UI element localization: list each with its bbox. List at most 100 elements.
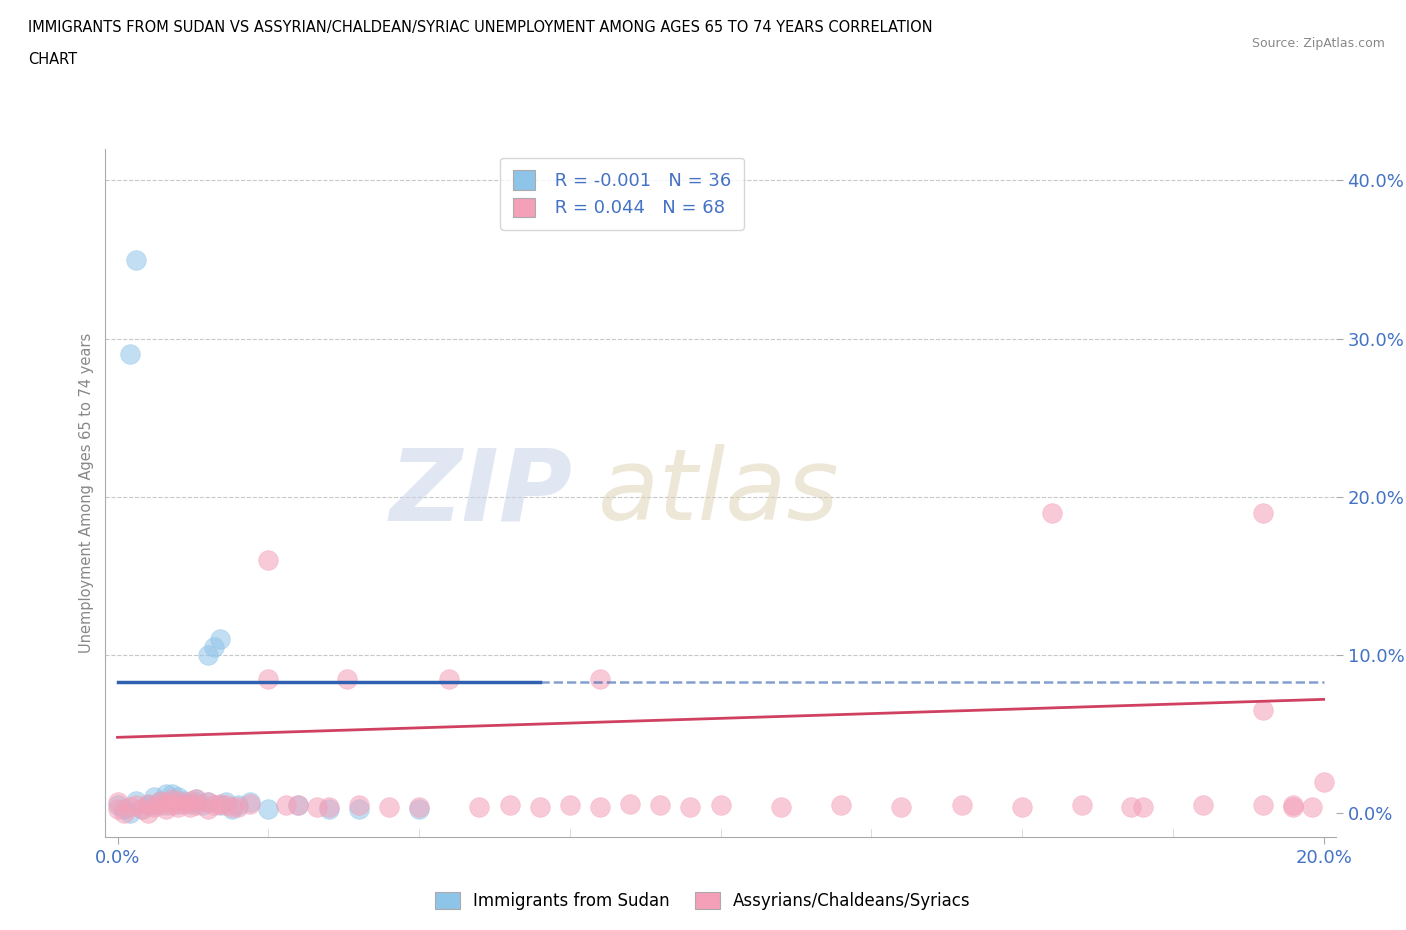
Point — [1071, 798, 1094, 813]
Point — [950, 798, 973, 813]
Point — [160, 787, 183, 802]
Point — [1301, 800, 1323, 815]
Point — [1312, 774, 1334, 789]
Point — [142, 800, 165, 815]
Point — [208, 796, 231, 811]
Point — [679, 800, 702, 815]
Point — [1282, 800, 1305, 815]
Point — [1253, 505, 1275, 520]
Point — [408, 800, 430, 815]
Point — [197, 795, 219, 810]
Point — [160, 791, 183, 806]
Point — [769, 800, 792, 815]
Text: Source: ZipAtlas.com: Source: ZipAtlas.com — [1251, 37, 1385, 50]
Point — [197, 795, 219, 810]
Point — [197, 801, 219, 816]
Point — [226, 798, 249, 813]
Point — [529, 800, 551, 815]
Point — [149, 795, 172, 810]
Point — [124, 252, 146, 267]
Point — [142, 798, 165, 813]
Point — [197, 647, 219, 662]
Point — [318, 801, 340, 816]
Point — [124, 798, 146, 813]
Point — [202, 798, 225, 813]
Point — [208, 798, 231, 813]
Point — [589, 671, 612, 686]
Point — [136, 798, 159, 813]
Point — [166, 793, 188, 808]
Point — [1253, 798, 1275, 813]
Point — [257, 671, 280, 686]
Point — [184, 791, 207, 806]
Point — [619, 796, 641, 811]
Point — [318, 800, 340, 815]
Point — [191, 798, 214, 813]
Point — [1011, 800, 1033, 815]
Point — [287, 798, 309, 813]
Point — [136, 796, 159, 811]
Point — [142, 790, 165, 804]
Point — [468, 800, 491, 815]
Point — [136, 805, 159, 820]
Point — [437, 671, 460, 686]
Point — [155, 801, 177, 816]
Point — [239, 795, 262, 810]
Point — [558, 798, 581, 813]
Point — [112, 805, 135, 820]
Point — [118, 805, 141, 820]
Point — [107, 798, 129, 813]
Point — [184, 795, 207, 810]
Point — [179, 800, 201, 815]
Point — [160, 798, 183, 813]
Point — [215, 798, 238, 813]
Point — [118, 800, 141, 815]
Point — [166, 790, 188, 804]
Point — [131, 801, 153, 816]
Point — [184, 791, 207, 806]
Text: ZIP: ZIP — [389, 445, 574, 541]
Point — [155, 795, 177, 810]
Point — [131, 801, 153, 816]
Text: IMMIGRANTS FROM SUDAN VS ASSYRIAN/CHALDEAN/SYRIAC UNEMPLOYMENT AMONG AGES 65 TO : IMMIGRANTS FROM SUDAN VS ASSYRIAN/CHALDE… — [28, 20, 932, 35]
Point — [155, 787, 177, 802]
Point — [276, 798, 298, 813]
Point — [257, 801, 280, 816]
Point — [650, 798, 672, 813]
Point — [179, 796, 201, 811]
Point — [709, 798, 731, 813]
Point — [208, 631, 231, 646]
Point — [215, 795, 238, 810]
Point — [378, 800, 401, 815]
Point — [107, 801, 129, 816]
Point — [1282, 798, 1305, 813]
Point — [118, 347, 141, 362]
Point — [226, 800, 249, 815]
Point — [1253, 703, 1275, 718]
Text: CHART: CHART — [28, 52, 77, 67]
Point — [107, 795, 129, 810]
Point — [149, 793, 172, 808]
Point — [221, 800, 243, 815]
Point — [184, 798, 207, 813]
Point — [1132, 800, 1154, 815]
Text: atlas: atlas — [598, 445, 839, 541]
Point — [305, 800, 328, 815]
Point — [155, 798, 177, 813]
Point — [257, 552, 280, 567]
Point — [112, 801, 135, 816]
Point — [336, 671, 359, 686]
Point — [149, 798, 172, 813]
Point — [166, 800, 188, 815]
Point — [173, 796, 195, 811]
Point — [1119, 800, 1142, 815]
Point — [179, 793, 201, 808]
Point — [124, 793, 146, 808]
Point — [347, 798, 370, 813]
Y-axis label: Unemployment Among Ages 65 to 74 years: Unemployment Among Ages 65 to 74 years — [79, 333, 94, 653]
Point — [498, 798, 520, 813]
Point — [830, 798, 852, 813]
Point — [160, 793, 183, 808]
Point — [221, 801, 243, 816]
Point — [1040, 505, 1063, 520]
